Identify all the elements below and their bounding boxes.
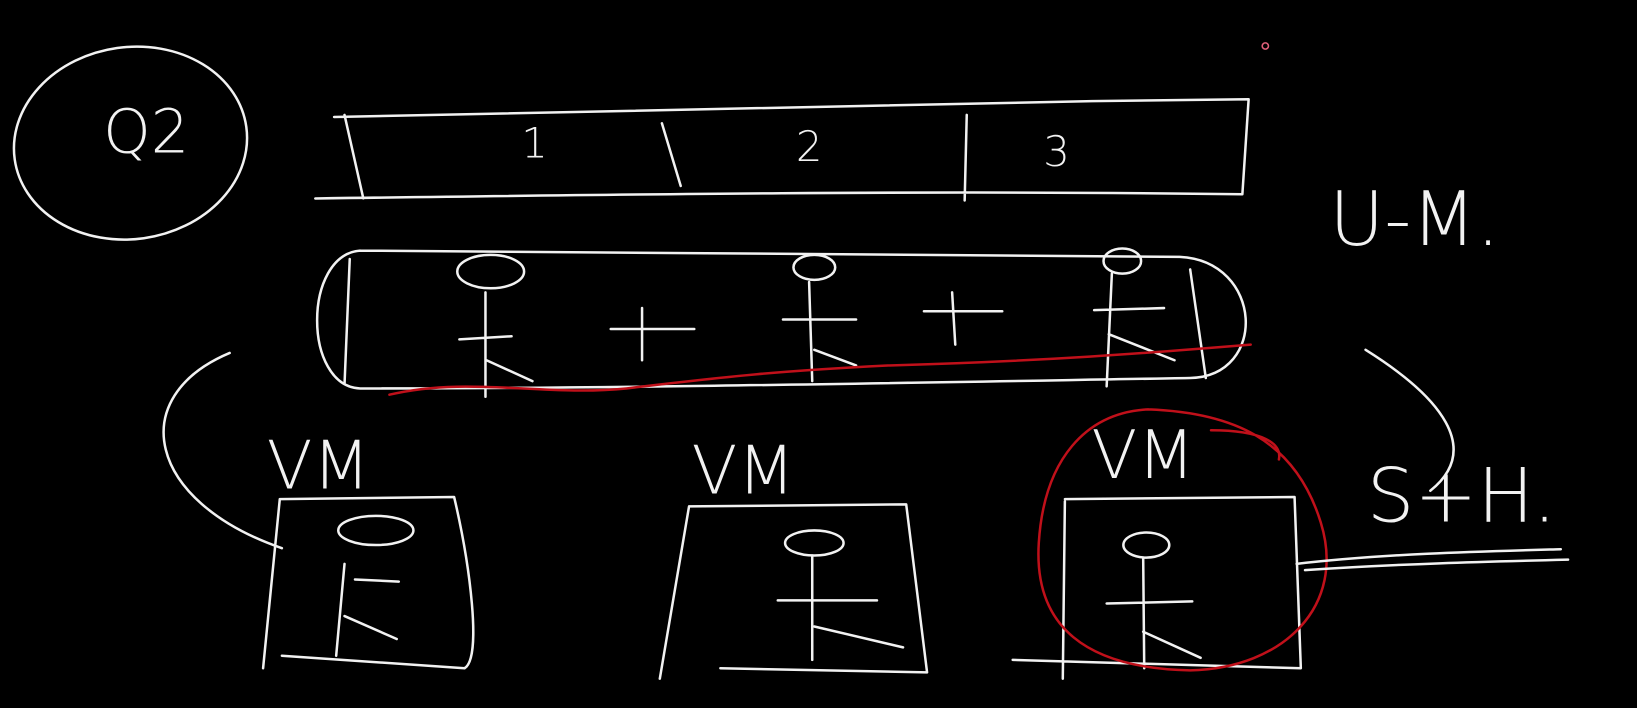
vm-label: VM [692,432,795,510]
cell-label: 3 [1043,127,1070,176]
red-stroke [388,343,1252,396]
top-bar [314,98,1250,202]
pointer-dot [1261,42,1270,50]
vm-label: VM [1092,416,1195,494]
vm-box [1011,495,1303,680]
vm-box [658,503,929,680]
vm-label: VM [267,426,370,504]
badge-circle [12,45,249,241]
cell-label: 1 [521,119,548,168]
underline [1295,547,1570,572]
badge-text: Q2 [103,97,189,167]
red-circle [1037,408,1328,672]
figures [456,247,1176,399]
curve [1364,348,1455,493]
curve [162,351,284,550]
cell-label: 2 [796,122,823,171]
side-label: U-M. [1329,175,1500,263]
note: S+H. [1367,452,1557,540]
vm-box [261,495,475,670]
